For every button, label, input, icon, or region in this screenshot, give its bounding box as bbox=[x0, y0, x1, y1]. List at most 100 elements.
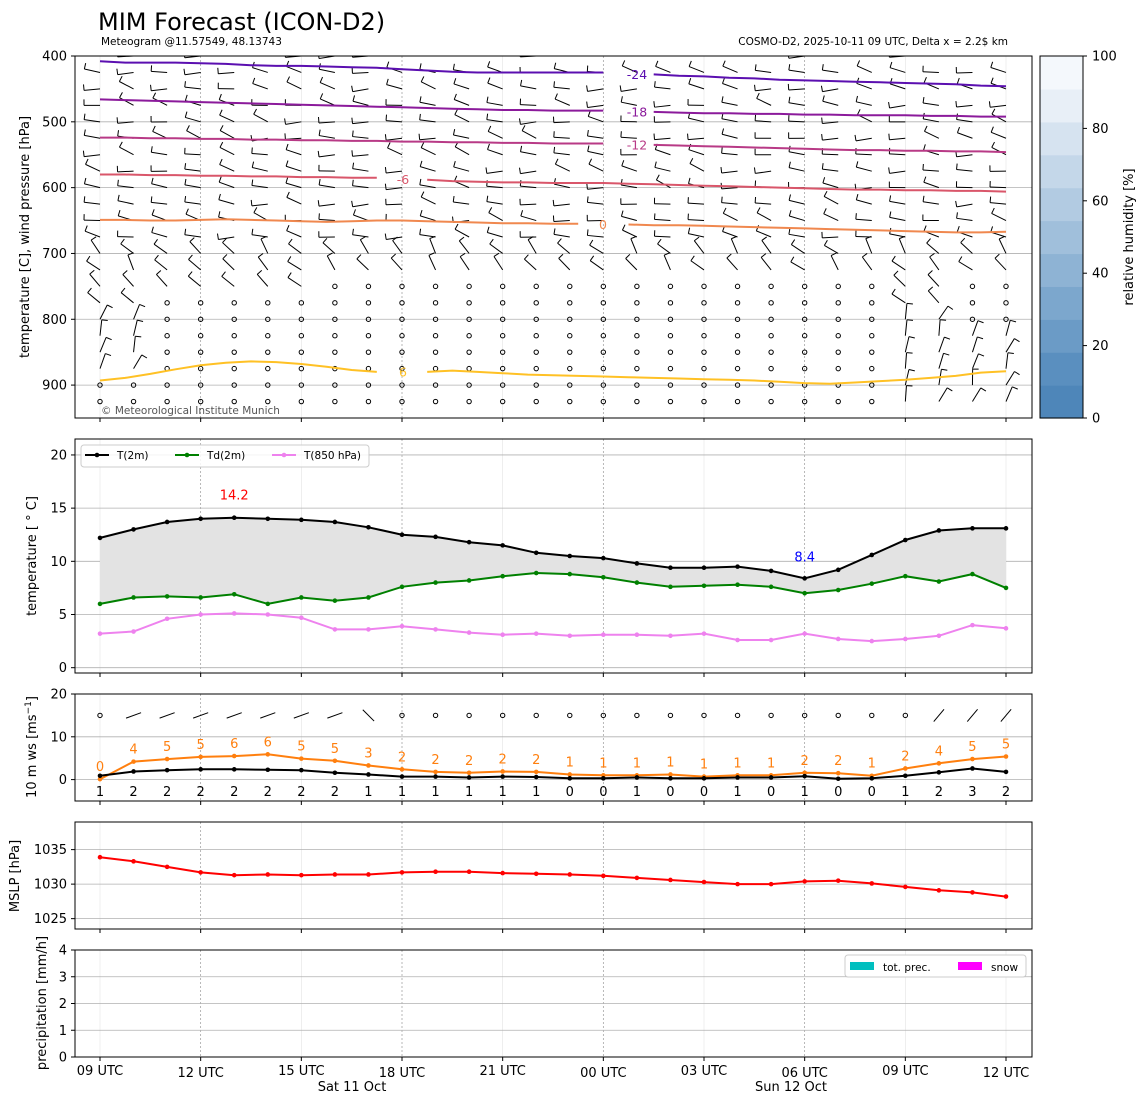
mslp-axes-frame bbox=[74, 821, 1033, 930]
calm-wind-circle bbox=[499, 333, 506, 339]
wind-barb bbox=[989, 186, 1007, 189]
wind-barb-flag bbox=[452, 129, 456, 136]
wind-barb bbox=[151, 151, 168, 156]
wind-barb-flag bbox=[318, 178, 321, 186]
colorbar-tick-label: 100 bbox=[1092, 50, 1117, 65]
wind-barb-flag bbox=[990, 61, 994, 68]
wind-barb bbox=[702, 56, 704, 57]
gust-value-label: 1 bbox=[566, 755, 574, 770]
surface-calm-circle bbox=[567, 712, 573, 719]
wind-barb bbox=[87, 292, 101, 304]
wind-barb bbox=[924, 130, 940, 139]
t850-line-point bbox=[701, 631, 707, 636]
wind-barb-flag bbox=[991, 207, 995, 214]
wind-barb bbox=[654, 235, 671, 238]
wind-barb-flag bbox=[352, 95, 356, 102]
wind-barb-flag bbox=[521, 125, 526, 131]
wind-barb-flag bbox=[941, 368, 948, 371]
wind-barb bbox=[971, 336, 978, 353]
wind-barb bbox=[990, 104, 1007, 108]
wind-barb-flag bbox=[988, 101, 991, 108]
calm-wind-circle bbox=[533, 300, 539, 306]
wind-barb bbox=[654, 218, 671, 222]
wind-barb-flag bbox=[119, 92, 123, 98]
wind-barb bbox=[587, 201, 604, 205]
wind-barb bbox=[865, 238, 873, 254]
wind-barb bbox=[958, 261, 973, 271]
wind-barb bbox=[251, 185, 268, 189]
wind-barb bbox=[889, 67, 906, 73]
wind-barb bbox=[319, 184, 335, 189]
wind-barb bbox=[218, 199, 235, 205]
wind-barb-flag bbox=[351, 85, 354, 92]
wind-barb bbox=[856, 166, 872, 172]
wind-barb bbox=[755, 88, 772, 92]
wind-barb bbox=[655, 65, 671, 73]
wind-barb bbox=[756, 98, 772, 106]
wind-barb bbox=[769, 56, 772, 57]
wind-barb bbox=[184, 71, 201, 76]
wind-barb-flag bbox=[86, 255, 91, 262]
wind-barb bbox=[326, 255, 336, 271]
td2m-line-point bbox=[399, 584, 405, 590]
calm-wind-circle bbox=[567, 398, 573, 405]
wind-barb-flag bbox=[906, 302, 913, 305]
isotherm-label: -24 bbox=[627, 67, 647, 82]
gust-line-point bbox=[1003, 754, 1009, 759]
copyright-text: © Meteorological Institute Munich bbox=[101, 405, 280, 417]
mslp-line-point bbox=[97, 854, 103, 860]
calm-wind-circle bbox=[869, 300, 875, 306]
surface-wind-barb bbox=[159, 712, 175, 719]
wind-barb bbox=[855, 153, 872, 156]
wind-barb bbox=[726, 257, 738, 271]
wind-barb bbox=[688, 66, 705, 73]
wind-barb-flag bbox=[137, 319, 144, 323]
wind-barb-flag bbox=[317, 200, 320, 207]
wind-barb-flag bbox=[419, 63, 422, 70]
mslp-line-point bbox=[299, 872, 304, 878]
gust-line-point bbox=[332, 758, 338, 764]
gust-value-label: 5 bbox=[297, 740, 305, 755]
wind-barb-flag bbox=[419, 113, 421, 120]
wind-barb-flag bbox=[322, 237, 328, 244]
wind-speed-value-label: 1 bbox=[398, 785, 406, 800]
wind-barb bbox=[654, 86, 671, 90]
wind-barb-flag bbox=[251, 179, 254, 186]
mslp-line-point bbox=[500, 870, 505, 876]
calm-wind-circle bbox=[164, 398, 170, 405]
calm-wind-circle bbox=[164, 349, 170, 355]
wind-barb bbox=[285, 149, 302, 156]
wind-barb-flag bbox=[790, 256, 795, 263]
gust-value-label: 2 bbox=[499, 752, 507, 767]
wind-barb-flag bbox=[83, 113, 86, 120]
calm-wind-circle bbox=[701, 316, 707, 322]
wind-barb bbox=[788, 69, 805, 73]
wind-barb bbox=[84, 201, 101, 205]
calm-wind-circle bbox=[634, 349, 640, 355]
wind-barb-flag bbox=[1014, 338, 1020, 343]
wind-barb-flag bbox=[150, 84, 152, 91]
td2m-line-point bbox=[366, 595, 371, 600]
y-tick-label: 2 bbox=[59, 997, 67, 1012]
wind-barb bbox=[621, 101, 637, 106]
wind-barb-flag bbox=[588, 158, 593, 165]
wind-barb bbox=[319, 135, 335, 139]
calm-wind-circle bbox=[365, 349, 372, 355]
gust-value-label: 5 bbox=[163, 740, 171, 755]
t850-line-point bbox=[466, 630, 472, 635]
wind-barb-flag bbox=[218, 211, 221, 218]
calm-wind-circle bbox=[466, 382, 472, 388]
wind-barb-flag bbox=[946, 387, 953, 392]
wind-barb bbox=[622, 65, 638, 73]
t850-line bbox=[99, 612, 1007, 643]
wind-barb-flag bbox=[90, 236, 97, 241]
wind-barb-flag bbox=[122, 270, 128, 275]
wind-barb-flag bbox=[452, 195, 455, 203]
wind-barb bbox=[119, 81, 134, 90]
calm-wind-circle bbox=[231, 382, 237, 388]
x-tick-label: 09 UTC bbox=[77, 1064, 123, 1079]
wind-barb-flag bbox=[553, 62, 557, 69]
wind-barb-flag bbox=[453, 93, 457, 100]
wind-barb-flag bbox=[184, 178, 187, 185]
wind-barb-flag bbox=[956, 225, 960, 232]
